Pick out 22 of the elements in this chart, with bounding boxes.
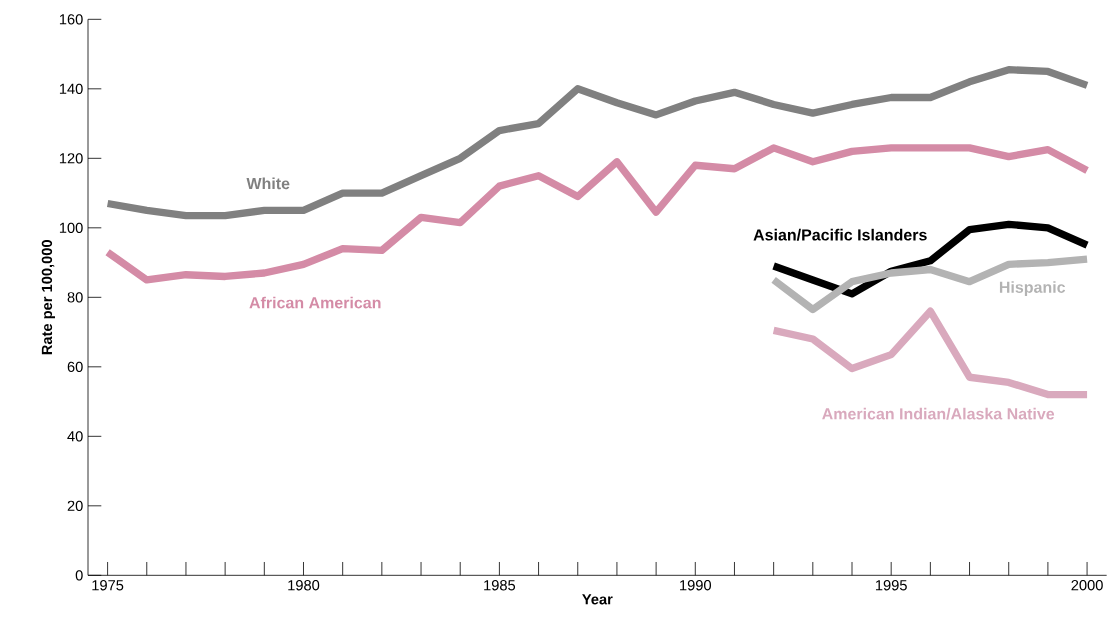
- y-tick-label: 0: [75, 570, 83, 581]
- y-tick-label: 80: [67, 292, 83, 303]
- y-tick-label: 40: [67, 431, 83, 442]
- series-label: American Indian/Alaska Native: [822, 407, 1055, 420]
- y-tick-label: 160: [59, 14, 83, 25]
- x-tick-label: 1995: [875, 580, 907, 591]
- y-tick-label: 60: [67, 361, 83, 373]
- series-label: White: [246, 177, 290, 190]
- y-tick-label: 120: [59, 153, 83, 164]
- y-axis-title: Rate per 100,000: [41, 240, 55, 355]
- y-tick-label: 20: [67, 500, 83, 512]
- x-tick-label: 2000: [1071, 580, 1103, 591]
- x-tick-label: 1985: [484, 580, 516, 591]
- series-label: African American: [249, 296, 381, 309]
- y-tick-label: 140: [59, 83, 83, 95]
- y-tick-label: 100: [59, 222, 83, 234]
- series-label: Hispanic: [999, 281, 1066, 297]
- x-tick-label: 1980: [288, 580, 320, 591]
- x-tick-label: 1975: [92, 580, 124, 591]
- x-tick-label: 1990: [680, 580, 712, 591]
- series-label: Asian/Pacific Islanders: [753, 228, 927, 241]
- x-axis-title: Year: [582, 594, 613, 605]
